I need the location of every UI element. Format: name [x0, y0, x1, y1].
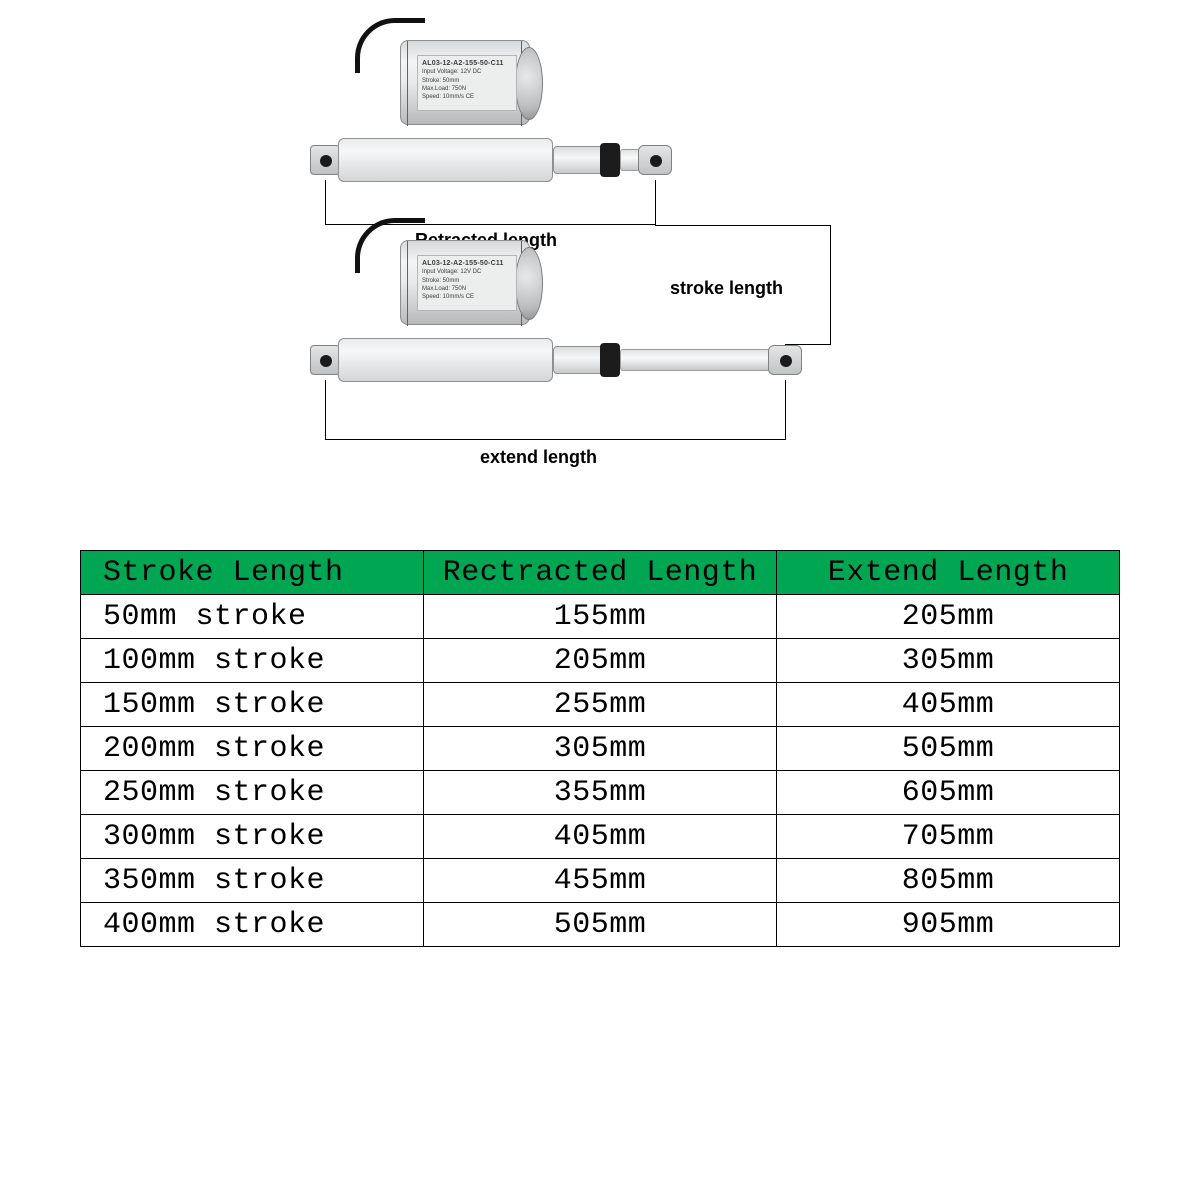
motor-endcap — [515, 47, 543, 120]
table-row: 100mm stroke205mm305mm — [81, 639, 1120, 683]
model-number: AL03-12-A2-155-50-C11 — [422, 259, 512, 268]
table-cell: 705mm — [777, 815, 1120, 859]
table-cell: 100mm stroke — [81, 639, 424, 683]
extend-length-label: extend length — [480, 447, 597, 468]
table-cell: 455mm — [423, 859, 776, 903]
dim-tick — [655, 180, 656, 225]
table-cell: 400mm stroke — [81, 903, 424, 947]
front-collar — [600, 143, 620, 177]
table-cell: 155mm — [423, 595, 776, 639]
spec-line: Speed: 10mm/s CE — [422, 93, 512, 101]
actuator-diagram: AL03-12-A2-155-50-C11 Input Voltage: 12V… — [270, 40, 910, 500]
table-row: 350mm stroke455mm805mm — [81, 859, 1120, 903]
spec-line: Speed: 10mm/s CE — [422, 293, 512, 301]
col-stroke-length: Stroke Length — [81, 551, 424, 595]
motor-housing: AL03-12-A2-155-50-C11 Input Voltage: 12V… — [400, 40, 530, 125]
dim-tick — [325, 380, 326, 440]
table-cell: 50mm stroke — [81, 595, 424, 639]
motor-endcap — [515, 247, 543, 320]
spec-line: Max.Load: 750N — [422, 285, 512, 293]
col-retracted-length: Rectracted Length — [423, 551, 776, 595]
rod-end-mount — [768, 345, 802, 375]
spec-label-plate: AL03-12-A2-155-50-C11 Input Voltage: 12V… — [417, 255, 517, 311]
table-cell: 505mm — [423, 903, 776, 947]
table-cell: 905mm — [777, 903, 1120, 947]
table-row: 300mm stroke405mm705mm — [81, 815, 1120, 859]
table-cell: 605mm — [777, 771, 1120, 815]
spec-line: Input Voltage: 12V DC — [422, 268, 512, 276]
dim-tick — [785, 344, 830, 345]
spec-label-plate: AL03-12-A2-155-50-C11 Input Voltage: 12V… — [417, 55, 517, 111]
table-cell: 305mm — [777, 639, 1120, 683]
extend-dim-line — [325, 439, 785, 440]
piston-rod — [620, 149, 640, 171]
dim-tick — [655, 225, 830, 226]
spec-line: Max.Load: 750N — [422, 85, 512, 93]
col-extend-length: Extend Length — [777, 551, 1120, 595]
stroke-length-table: Stroke Length Rectracted Length Extend L… — [80, 550, 1120, 947]
model-number: AL03-12-A2-155-50-C11 — [422, 59, 512, 68]
table-row: 50mm stroke155mm205mm — [81, 595, 1120, 639]
front-collar — [600, 343, 620, 377]
table-cell: 355mm — [423, 771, 776, 815]
dim-tick — [325, 180, 326, 225]
spec-line: Input Voltage: 12V DC — [422, 68, 512, 76]
motor-housing: AL03-12-A2-155-50-C11 Input Voltage: 12V… — [400, 240, 530, 325]
spec-line: Stroke: 50mm — [422, 277, 512, 285]
table-cell: 805mm — [777, 859, 1120, 903]
rod-end-mount — [638, 145, 672, 175]
rear-mount — [310, 145, 340, 175]
stroke-length-label: stroke length — [670, 278, 783, 299]
dim-tick — [830, 225, 831, 345]
table-cell: 205mm — [423, 639, 776, 683]
table-row: 200mm stroke305mm505mm — [81, 727, 1120, 771]
table-cell: 405mm — [777, 683, 1120, 727]
table-cell: 405mm — [423, 815, 776, 859]
table-row: 150mm stroke255mm405mm — [81, 683, 1120, 727]
table-cell: 150mm stroke — [81, 683, 424, 727]
table-cell: 200mm stroke — [81, 727, 424, 771]
table-cell: 205mm — [777, 595, 1120, 639]
table-cell: 255mm — [423, 683, 776, 727]
table-cell: 505mm — [777, 727, 1120, 771]
dim-tick — [785, 380, 786, 440]
spec-line: Stroke: 50mm — [422, 77, 512, 85]
table-row: 250mm stroke355mm605mm — [81, 771, 1120, 815]
main-housing — [338, 138, 553, 182]
table-cell: 305mm — [423, 727, 776, 771]
table-header-row: Stroke Length Rectracted Length Extend L… — [81, 551, 1120, 595]
rear-mount — [310, 345, 340, 375]
table-cell: 350mm stroke — [81, 859, 424, 903]
main-housing — [338, 338, 553, 382]
table-row: 400mm stroke505mm905mm — [81, 903, 1120, 947]
piston-rod — [620, 349, 770, 371]
table-cell: 300mm stroke — [81, 815, 424, 859]
table-cell: 250mm stroke — [81, 771, 424, 815]
